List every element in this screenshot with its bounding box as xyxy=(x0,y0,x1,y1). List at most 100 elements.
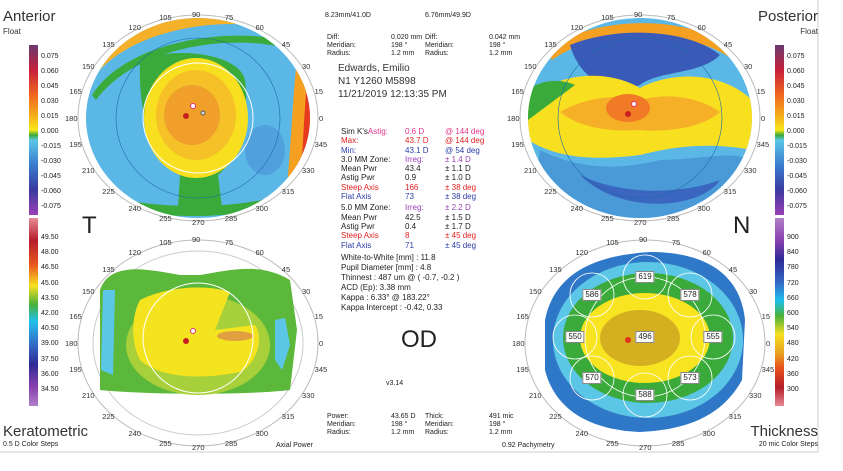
nasal-label: N xyxy=(733,212,751,239)
anterior-title: Anterior xyxy=(3,8,56,25)
angle-tick-label: 135 xyxy=(544,39,557,49)
angle-tick-label: 0 xyxy=(766,338,771,348)
thickness-scale-label: 780 xyxy=(787,264,799,272)
angle-tick-label: 255 xyxy=(606,438,619,448)
keratometric-scale-label: 45.00 xyxy=(41,279,59,287)
angle-tick-label: 75 xyxy=(224,238,234,248)
float-scale-label: 0.075 xyxy=(787,53,805,60)
exam-datetime: 11/21/2019 12:13:35 PM xyxy=(338,89,447,100)
float-scale-label: 0.060 xyxy=(41,68,59,75)
angle-tick-label: 240 xyxy=(128,428,142,438)
float-scale-label: 0.015 xyxy=(787,113,805,120)
angle-tick-label: 300 xyxy=(697,203,711,213)
float-scale-label: -0.075 xyxy=(787,203,807,210)
angle-tick-label: 135 xyxy=(102,264,115,274)
thickness-subtitle: 20 mic Color Steps xyxy=(758,441,818,448)
float-scale-label: -0.045 xyxy=(41,173,61,180)
thickness-scale-label: 420 xyxy=(787,355,799,363)
thickness-scale-label: 480 xyxy=(787,340,799,348)
angle-tick-label: 30 xyxy=(301,286,311,296)
back-point-info: Diff: 0.042 mm Meridian: 198 ° Radius: 1.2 … xyxy=(425,34,521,57)
angle-tick-label: 330 xyxy=(743,165,757,175)
float-scale-label: -0.030 xyxy=(41,158,61,165)
angle-tick-label: 0 xyxy=(319,338,324,348)
angle-tick-label: 315 xyxy=(281,412,295,422)
apex-marker xyxy=(190,103,196,109)
keratometric-scale-label: 48.00 xyxy=(41,249,59,257)
angle-tick-label: 150 xyxy=(82,286,95,296)
angle-tick-label: 195 xyxy=(69,140,82,150)
angle-tick-label: 180 xyxy=(65,338,78,348)
pachy-s: 588 xyxy=(635,389,655,401)
angle-tick-label: 195 xyxy=(516,365,529,375)
angle-tick-label: 225 xyxy=(549,412,562,422)
version-label: v3.14 xyxy=(386,380,404,387)
keratometric-scale-label: 39.00 xyxy=(41,340,59,348)
angle-tick-label: 90 xyxy=(192,234,201,244)
patient-name: Edwards, Emilio xyxy=(338,63,410,74)
angle-tick-label: 105 xyxy=(601,13,614,23)
float-scale-label: -0.015 xyxy=(41,143,61,150)
keratometric-axial-map xyxy=(77,239,319,447)
angle-tick-label: 210 xyxy=(524,165,537,175)
angle-tick-label: 330 xyxy=(748,390,762,400)
angle-tick-label: 285 xyxy=(224,213,238,223)
angle-tick-label: 60 xyxy=(702,248,711,258)
angle-tick-label: 300 xyxy=(255,203,269,213)
angle-tick-label: 240 xyxy=(575,428,589,438)
posterior-colorbar xyxy=(775,45,784,215)
angle-tick-label: 60 xyxy=(697,23,706,33)
angle-tick-label: 120 xyxy=(128,23,142,33)
angle-tick-label: 165 xyxy=(516,311,529,321)
keratometric-subtitle: 0.5 D Color Steps xyxy=(3,441,59,448)
angle-tick-label: 180 xyxy=(512,338,525,348)
angle-tick-label: 0 xyxy=(761,113,766,123)
angle-tick-label: 240 xyxy=(128,203,142,213)
posterior-title: Posterior xyxy=(757,8,818,25)
measurements-block: White-to-White [mm] : 11.8 Pupil Diamete… xyxy=(341,253,460,312)
angle-tick-label: 300 xyxy=(255,428,269,438)
thickness-scale-label: 540 xyxy=(787,325,799,333)
angle-tick-label: 180 xyxy=(65,113,78,123)
angle-tick-label: 105 xyxy=(159,238,172,248)
float-scale-label: 0.000 xyxy=(41,128,59,135)
angle-tick-label: 135 xyxy=(102,39,115,49)
keratometric-scale-label: 37.50 xyxy=(41,355,59,363)
keratometric-title: Keratometric xyxy=(3,423,89,440)
angle-tick-label: 105 xyxy=(606,238,619,248)
float-scale-label: 0.015 xyxy=(41,113,59,120)
angle-tick-label: 0 xyxy=(319,113,324,123)
thickness-scale-label: 900 xyxy=(787,234,799,241)
thickness-scale-label: 660 xyxy=(787,294,799,302)
angle-tick-label: 120 xyxy=(128,248,142,258)
bfs-back: 6.76mm/49.9D xyxy=(425,12,471,19)
angle-tick-label: 255 xyxy=(601,213,614,223)
simk-block: Sim K'sAstig: 0.6 D @ 144 deg Max: 43.7 D @ … xyxy=(341,127,485,250)
angle-tick-label: 15 xyxy=(314,86,324,96)
angle-tick-label: 330 xyxy=(301,390,315,400)
angle-tick-label: 330 xyxy=(301,165,315,175)
angle-tick-label: 45 xyxy=(281,39,291,49)
pachy-n: 619 xyxy=(635,271,655,283)
angle-tick-label: 45 xyxy=(728,264,738,274)
posterior-subtitle: Float xyxy=(800,27,818,36)
angle-tick-label: 285 xyxy=(666,213,680,223)
angle-tick-label: 345 xyxy=(761,365,775,375)
angle-tick-label: 210 xyxy=(82,165,95,175)
angle-tick-label: 120 xyxy=(575,248,589,258)
pachy-sw: 570 xyxy=(582,372,602,384)
angle-tick-label: 270 xyxy=(192,442,205,452)
pachy-center: 496 xyxy=(635,331,655,343)
angle-tick-label: 225 xyxy=(544,187,557,197)
thickness-colorbar xyxy=(775,218,784,406)
float-scale-label: -0.060 xyxy=(787,188,807,195)
angle-tick-label: 270 xyxy=(192,217,205,227)
angle-tick-label: 315 xyxy=(281,187,295,197)
angle-tick-label: 165 xyxy=(69,86,82,96)
angle-tick-label: 225 xyxy=(102,412,115,422)
thickness-title: Thickness xyxy=(750,423,818,440)
float-scale-label: 0.060 xyxy=(787,68,805,75)
angle-tick-label: 210 xyxy=(82,390,95,400)
angle-tick-label: 15 xyxy=(314,311,324,321)
thickness-scale-label: 600 xyxy=(787,310,799,317)
